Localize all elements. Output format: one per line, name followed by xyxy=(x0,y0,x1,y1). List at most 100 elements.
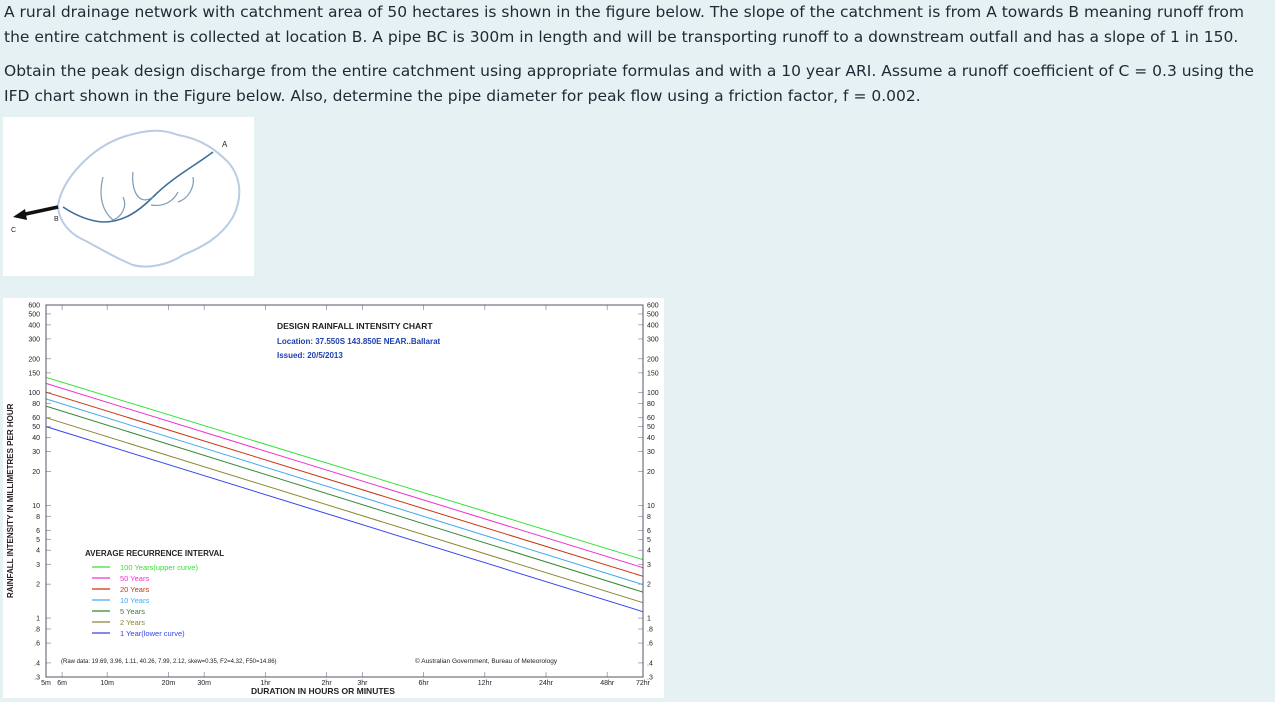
x-tick-label: 10m xyxy=(100,680,114,687)
y-tick-label-left: 4 xyxy=(36,548,40,555)
chart-issued: Issued: 20/5/2013 xyxy=(277,351,343,360)
y-tick-label-right: 150 xyxy=(647,370,659,377)
chart-title: DESIGN RAINFALL INTENSITY CHART xyxy=(277,321,433,331)
y-tick-label-left: 400 xyxy=(28,322,40,329)
series-line xyxy=(45,382,644,569)
y-tick-label-left: 600 xyxy=(28,303,40,310)
y-tick-label-left: 8 xyxy=(36,514,40,521)
y-tick-label-left: 1 xyxy=(36,616,40,623)
x-axis-label: DURATION IN HOURS OR MINUTES xyxy=(251,686,395,696)
y-tick-label-left: 80 xyxy=(32,401,40,408)
y-tick-label-right: 5 xyxy=(647,537,651,544)
legend-label: 50 Years xyxy=(120,574,149,583)
ifd-chart: 600 600 500 500 400 400 300 300 200 200 150 150 100 1… xyxy=(3,298,664,698)
tributary-3 xyxy=(150,191,179,207)
legend-label: 1 Year(lower curve) xyxy=(120,629,185,638)
x-tick-label: 6m xyxy=(57,680,67,687)
legend-title: AVERAGE RECURRENCE INTERVAL xyxy=(85,549,224,558)
x-tick-label: 6hr xyxy=(419,680,430,687)
y-tick-label-right: 200 xyxy=(647,356,659,363)
x-tick-label: 1hr xyxy=(260,680,271,687)
y-axis-label: RAINFALL INTENSITY IN MILLIMETRES PER HO… xyxy=(6,403,15,598)
y-tick-label-left: 6 xyxy=(36,528,40,535)
legend-label: 100 Years(upper curve) xyxy=(120,563,198,572)
problem-paragraph-2: Obtain the peak design discharge from th… xyxy=(4,62,1254,105)
y-tick-label-left: 50 xyxy=(32,424,40,431)
raw-data-note: (Raw data: 19.69, 3.96, 1.11, 40.26, 7.9… xyxy=(61,659,277,665)
y-tick-label-right: 4 xyxy=(647,548,651,555)
series-line xyxy=(45,398,644,586)
y-tick-label-right: 400 xyxy=(647,322,659,329)
y-tick-label-left: 200 xyxy=(28,356,40,363)
legend-label: 5 Years xyxy=(120,607,145,616)
y-tick-label-right: 100 xyxy=(647,390,659,397)
x-tick-label: 5m xyxy=(41,680,51,687)
tributary-2 xyxy=(100,176,114,221)
legend: 100 Years(upper curve) 50 Years 20 Years 10… xyxy=(92,563,198,638)
y-tick-label-right: 6 xyxy=(647,528,651,535)
series-line xyxy=(45,417,644,604)
label-a: A xyxy=(222,140,228,149)
y-tick-label-left: .6 xyxy=(34,641,40,648)
legend-label: 20 Years xyxy=(120,585,149,594)
x-tick-label: 2hr xyxy=(322,680,333,687)
y-tick-label-right: 300 xyxy=(647,336,659,343)
series-line xyxy=(45,391,644,577)
y-tick-label-right: .4 xyxy=(647,660,653,667)
series-layer xyxy=(45,376,644,613)
series-line xyxy=(45,376,644,561)
label-c: C xyxy=(11,227,16,234)
y-tick-label-right: 3 xyxy=(647,562,651,569)
y-tick-label-left: 30 xyxy=(32,449,40,456)
y-tick-label-left: 150 xyxy=(28,370,40,377)
y-tick-label-right: 2 xyxy=(647,582,651,589)
x-tick-label: 24hr xyxy=(539,680,554,687)
y-tick-label-right: 60 xyxy=(647,415,655,422)
y-tick-label-left: 500 xyxy=(28,311,40,318)
catchment-boundary xyxy=(56,129,241,268)
y-tick-label-left: 20 xyxy=(32,469,40,476)
catchment-figure: A B C xyxy=(3,117,254,276)
y-tick-label-right: 30 xyxy=(647,449,655,456)
chart-location: Location: 37.550S 143.850E NEAR..Ballara… xyxy=(277,337,441,346)
problem-paragraph-1: A rural drainage network with catchment … xyxy=(4,3,1244,46)
label-b: B xyxy=(54,216,59,223)
x-tick-label: 30m xyxy=(197,680,211,687)
y-tick-label-left: 3 xyxy=(36,562,40,569)
y-tick-label-right: 8 xyxy=(647,514,651,521)
tributary-1 xyxy=(132,171,154,201)
pipe-bc xyxy=(20,205,59,217)
x-tick-label: 72hr xyxy=(636,680,651,687)
x-tick-label: 48hr xyxy=(600,680,615,687)
y-tick-label-left: 40 xyxy=(32,435,40,442)
y-tick-label-left: 300 xyxy=(28,336,40,343)
legend-label: 2 Years xyxy=(120,618,145,627)
y-tick-label-left: 5 xyxy=(36,537,40,544)
y-tick-label-right: .6 xyxy=(647,641,653,648)
y-tick-label-right: 600 xyxy=(647,303,659,310)
tributary-5 xyxy=(177,176,194,203)
series-line xyxy=(45,405,644,593)
y-tick-label-left: .4 xyxy=(34,660,40,667)
y-tick-label-right: 20 xyxy=(647,469,655,476)
grid-layer xyxy=(45,304,644,678)
y-tick-label-left: 10 xyxy=(32,503,40,510)
y-tick-label-right: .3 xyxy=(647,675,653,682)
x-tick-label: 12hr xyxy=(478,680,493,687)
y-tick-label-right: 80 xyxy=(647,401,655,408)
y-tick-label-left: .3 xyxy=(34,675,40,682)
tributary-4 xyxy=(112,196,126,221)
main-channel xyxy=(62,151,214,223)
y-tick-label-right: 10 xyxy=(647,503,655,510)
plot-frame xyxy=(45,304,644,678)
y-tick-label-right: 40 xyxy=(647,435,655,442)
y-tick-label-right: 1 xyxy=(647,616,651,623)
series-line xyxy=(45,426,644,613)
x-tick-label: 3hr xyxy=(357,680,368,687)
x-tick-label: 20m xyxy=(162,680,176,687)
y-tick-label-left: .8 xyxy=(34,626,40,633)
y-tick-label-left: 60 xyxy=(32,415,40,422)
y-tick-label-right: .8 xyxy=(647,626,653,633)
y-tick-label-left: 100 xyxy=(28,390,40,397)
